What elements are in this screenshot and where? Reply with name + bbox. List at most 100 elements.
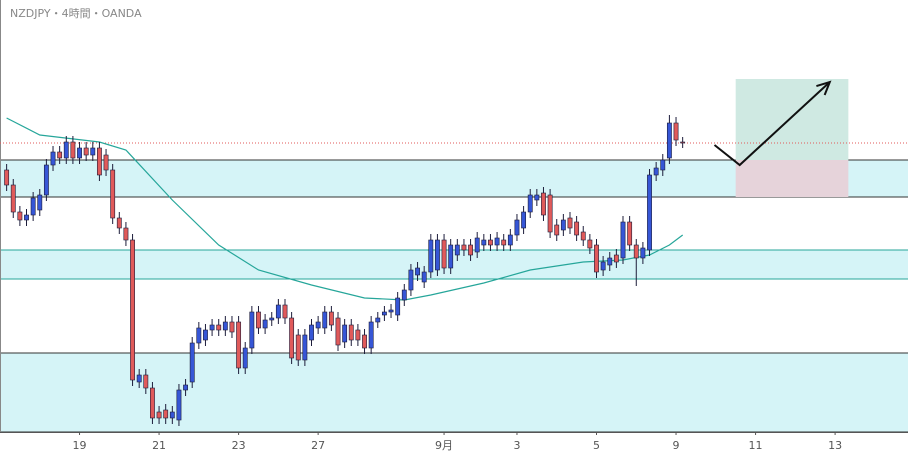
candle-body — [660, 159, 666, 171]
candle-body — [150, 387, 155, 419]
candle-body — [24, 214, 29, 221]
candle-body — [521, 211, 527, 229]
candle-body — [666, 122, 672, 159]
candle-body — [547, 194, 553, 233]
candle-body — [130, 239, 135, 381]
candle-body — [269, 317, 275, 321]
candle-body — [488, 239, 493, 246]
x-tick-label: 21 — [152, 439, 166, 452]
candle-body — [183, 384, 188, 391]
candle-body — [315, 321, 321, 329]
candle-body — [640, 247, 646, 259]
candle-body — [388, 309, 394, 313]
candle-body — [574, 221, 580, 236]
candle-body — [262, 319, 268, 329]
candle-body — [57, 151, 63, 159]
candle-body — [653, 167, 659, 176]
candle-body — [647, 174, 652, 251]
candle-body — [594, 244, 599, 273]
candle-body — [541, 192, 546, 216]
zone — [0, 353, 908, 432]
candle-body — [381, 311, 387, 316]
candle-body — [309, 324, 314, 341]
candle-body — [282, 304, 288, 319]
stop-box — [735, 160, 849, 197]
candle-body — [83, 147, 89, 156]
arrow-head — [816, 80, 832, 96]
x-tick-label: 13 — [828, 439, 842, 452]
candle-body — [613, 254, 619, 263]
candle-body — [216, 324, 222, 331]
candle-body — [156, 411, 162, 419]
candle-body — [10, 184, 16, 213]
x-tick-label: 19 — [73, 439, 87, 452]
candle-body — [607, 257, 613, 266]
x-tick-label: 11 — [749, 439, 763, 452]
candle-body — [328, 311, 334, 326]
candle-body — [143, 374, 149, 389]
candle-body — [43, 164, 49, 196]
x-tick-label: 9 — [673, 439, 680, 452]
candle-body — [474, 237, 480, 253]
chart-title: NZDJPY・4時間・OANDA — [10, 7, 142, 20]
candle-body — [494, 237, 500, 246]
candle-body — [680, 141, 686, 144]
candle-body — [209, 324, 215, 331]
moving-average — [6, 117, 684, 301]
candle-body — [507, 234, 513, 246]
candle-body — [229, 321, 235, 333]
candle-body — [481, 239, 487, 246]
x-tick-label: 27 — [311, 439, 325, 452]
candle-body — [116, 217, 122, 229]
candle-body — [627, 221, 633, 246]
candle-body — [401, 289, 407, 301]
candle-body — [176, 389, 182, 421]
candle-body — [242, 347, 248, 369]
x-tick-label: 9月 — [435, 439, 453, 452]
candle-body — [468, 244, 473, 256]
candle-body — [514, 219, 520, 236]
candle-body — [236, 321, 242, 369]
candle-body — [90, 147, 96, 156]
candle-body — [196, 327, 202, 344]
candle-body — [534, 194, 540, 201]
zone — [0, 250, 908, 279]
x-tick-label: 23 — [232, 439, 246, 452]
candle-body — [362, 334, 367, 349]
trade-arrow — [713, 81, 831, 167]
candle-body — [96, 147, 102, 176]
candle-body — [342, 324, 348, 343]
candle-body — [295, 334, 301, 361]
candle-body — [620, 221, 626, 259]
candle-body — [580, 231, 586, 241]
candle-body — [17, 211, 23, 221]
candle-body — [50, 151, 56, 166]
candle-body — [169, 411, 175, 419]
candle-body — [375, 317, 381, 323]
candle-body — [249, 311, 255, 349]
candle-body — [70, 141, 76, 159]
candle-body — [435, 239, 440, 271]
candle-body — [600, 261, 606, 271]
candle-body — [554, 224, 560, 236]
candle-body — [428, 239, 434, 273]
candle-body — [37, 194, 43, 211]
target-box — [735, 79, 849, 160]
candle-body — [322, 311, 328, 329]
candle-body — [454, 244, 460, 256]
candle-body — [222, 321, 228, 331]
candle-body — [368, 321, 374, 349]
x-tick-label: 3 — [513, 439, 520, 452]
candle-body — [395, 297, 401, 316]
candle-body — [189, 342, 195, 383]
candle-body — [587, 239, 593, 249]
candle-body — [256, 311, 261, 329]
candle-body — [501, 239, 507, 246]
candle-body — [408, 269, 414, 291]
candle-body — [421, 271, 427, 283]
candle-body — [289, 317, 295, 359]
candle-body — [110, 169, 116, 219]
candle-body — [136, 374, 142, 383]
candle-body — [415, 267, 420, 276]
candle-body — [275, 304, 281, 319]
